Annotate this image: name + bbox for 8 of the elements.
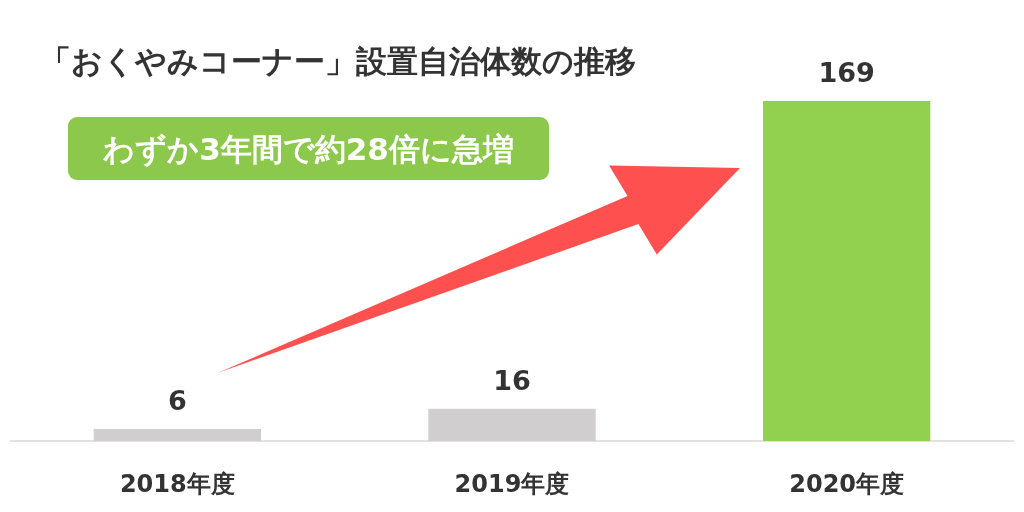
- data-label: 169: [818, 57, 875, 88]
- data-label: 16: [493, 364, 531, 396]
- annotation: わずか3年間で約28倍に急増: [103, 131, 514, 168]
- x-tick-label: 2019年度: [454, 470, 570, 498]
- data-label: 6: [167, 384, 187, 416]
- chart-title: 「おくやみコーナー」設置自治体数の推移: [40, 43, 636, 79]
- x-tick-label: 2018年度: [119, 470, 235, 498]
- x-tick-label: 2020年度: [789, 470, 905, 498]
